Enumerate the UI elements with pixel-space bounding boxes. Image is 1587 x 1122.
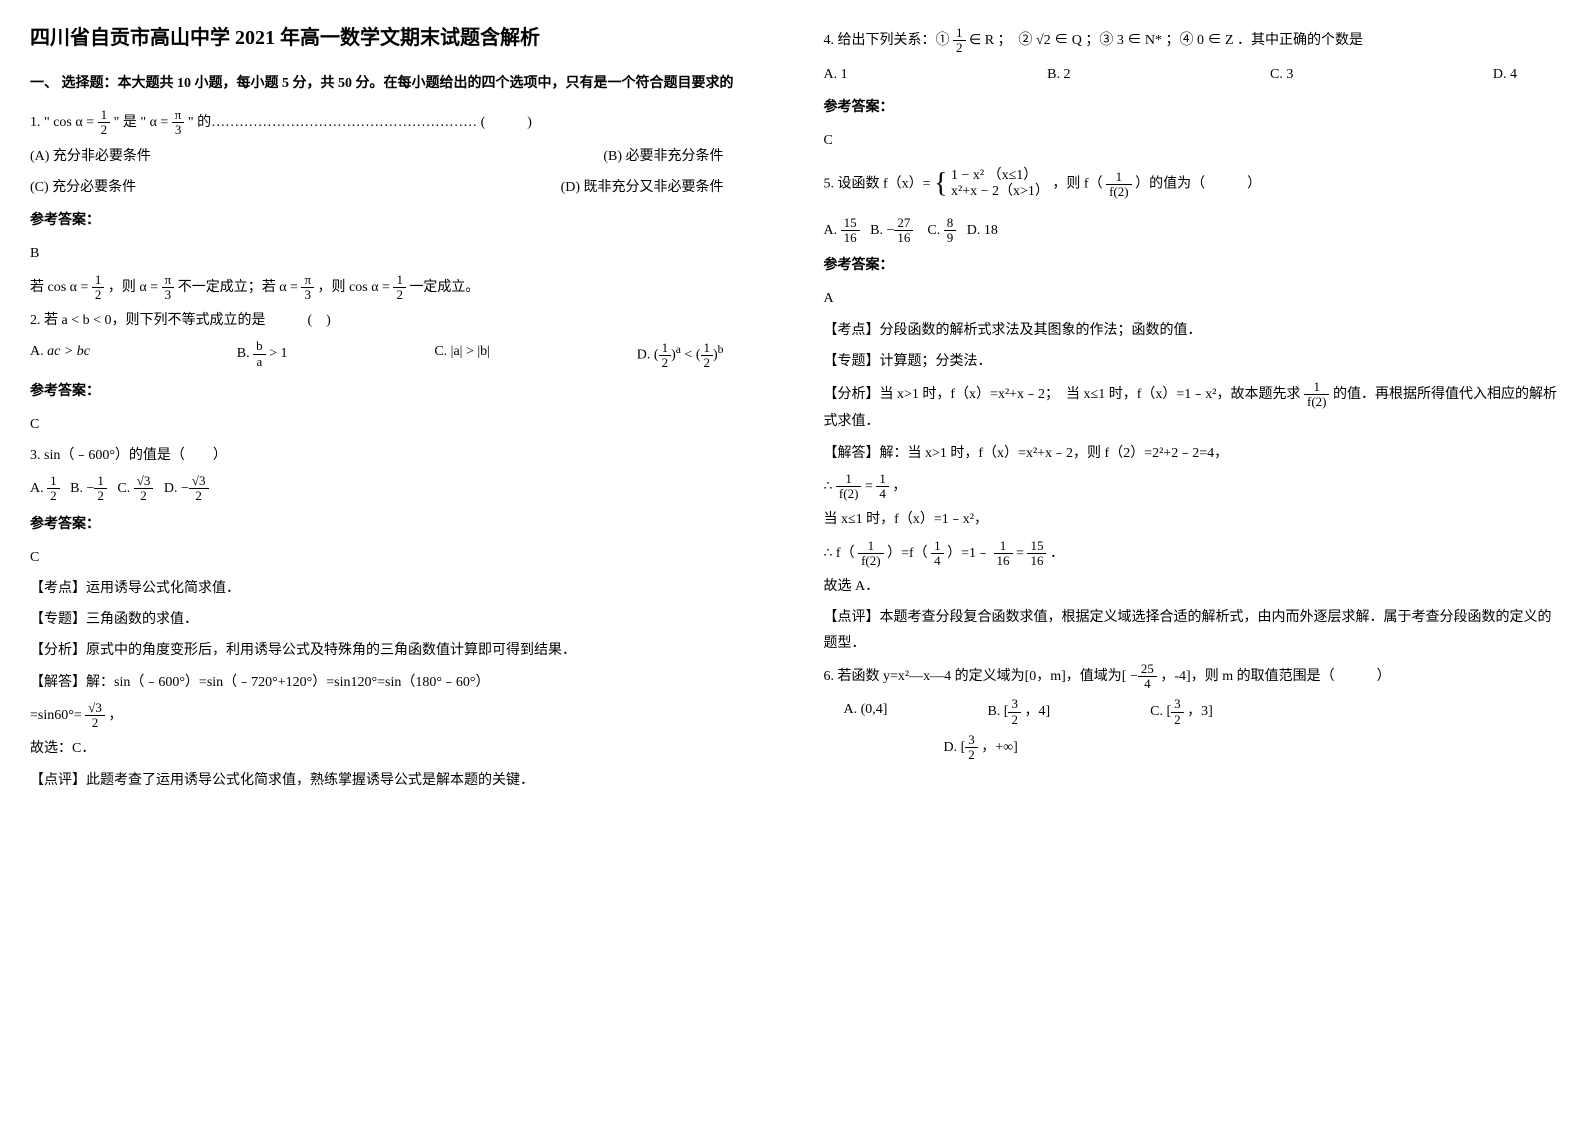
q6-opts-row2: D. [32 ，+∞] xyxy=(944,733,1558,763)
q6-optA: A. (0,4] xyxy=(844,697,888,727)
right-column: 4. 给出下列关系：① 12 ∈ R ； ② √2 ∈ Q ；③ 3 ∈ N* … xyxy=(794,0,1587,819)
q1-text: 1. " xyxy=(30,115,50,130)
q2-optD: D. (12)a < (12)b xyxy=(637,339,724,370)
q3-opts: A. 12 B. −12 C. √32 D. −√32 xyxy=(30,474,764,504)
q5-p8: 故选 A． xyxy=(824,574,1558,599)
q4-optC: C. 3 xyxy=(1270,62,1293,87)
q4-stem: 4. 给出下列关系：① 12 ∈ R ； ② √2 ∈ Q ；③ 3 ∈ N* … xyxy=(824,26,1558,56)
q6-optD: D. [32 ，+∞] xyxy=(944,740,1018,755)
answer-label: 参考答案： xyxy=(824,253,1558,278)
q5-answer: A xyxy=(824,286,1558,311)
q5-p1: 【考点】分段函数的解析式求法及其图象的作法；函数的值． xyxy=(824,318,1558,343)
q4-answer: C xyxy=(824,128,1558,153)
q3-stem: 3. sin（﹣600°）的值是（ ） xyxy=(30,443,764,468)
q5-p3: 【分析】当 x>1 时，f（x）=x²+x﹣2； 当 x≤1 时，f（x）=1﹣… xyxy=(824,380,1558,435)
answer-label: 参考答案： xyxy=(30,379,764,404)
q4-optD: D. 4 xyxy=(1493,62,1517,87)
q5-p9: 【点评】本题考查分段复合函数求值，根据定义域选择合适的解析式，由内而外逐层求解．… xyxy=(824,605,1558,655)
q4-opts: A. 1 B. 2 C. 3 D. 4 xyxy=(824,62,1558,87)
doc-title: 四川省自贡市高山中学 2021 年高一数学文期末试题含解析 xyxy=(30,20,764,56)
q2-optB: B. ba > 1 xyxy=(237,339,288,370)
q1-answer: B xyxy=(30,241,764,266)
q2-answer: C xyxy=(30,412,764,437)
left-column: 四川省自贡市高山中学 2021 年高一数学文期末试题含解析 一、 选择题：本大题… xyxy=(0,0,794,819)
q1-sol: 若 cos α = 12 ，则 α = π3 不一定成立；若 α = π3 ，则… xyxy=(30,273,764,303)
q5-p4: 【解答】解：当 x>1 时，f（x）=x²+x﹣2，则 f（2）=2²+2﹣2=… xyxy=(824,441,1558,466)
q2-optA: A. ac > bc xyxy=(30,339,90,370)
q6-opts-row1: A. (0,4] B. [32 ，4] C. [32 ，3] xyxy=(824,697,1558,727)
q3-p5: =sin60°= √32 ， xyxy=(30,701,764,731)
q1-opts-row2: (C) 充分必要条件 (D) 既非充分又非必要条件 xyxy=(30,175,764,200)
q2-stem: 2. 若 a < b < 0，则下列不等式成立的是 ( ) xyxy=(30,308,764,333)
answer-label: 参考答案： xyxy=(30,208,764,233)
q3-p2: 【专题】三角函数的求值． xyxy=(30,607,764,632)
q1-optC: (C) 充分必要条件 xyxy=(30,175,136,200)
answer-label: 参考答案： xyxy=(824,95,1558,120)
q3-p7: 【点评】此题考查了运用诱导公式化简求值，熟练掌握诱导公式是解本题的关键． xyxy=(30,768,764,793)
q4-optA: A. 1 xyxy=(824,62,848,87)
q3-p1: 【考点】运用诱导公式化简求值． xyxy=(30,576,764,601)
q6-stem: 6. 若函数 y=x²—x—4 的定义域为[0，m]，值域为[ −254 ，-4… xyxy=(824,662,1558,692)
q5-p5: ∴ 1f(2) = 14 ， xyxy=(824,472,1558,502)
q3-p6: 故选：C． xyxy=(30,736,764,761)
q6-optB: B. [32 ，4] xyxy=(987,697,1050,727)
q5-stem: 5. 设函数 f（x）= { 1 − x² （x≤1） x²+x − 2（x>1… xyxy=(824,159,1558,209)
q5-p7: ∴ f（ 1f(2) ）=f（ 14 ）=1﹣ 116 = 1516 ． xyxy=(824,539,1558,569)
q5-p6: 当 x≤1 时，f（x）=1﹣x²， xyxy=(824,507,1558,532)
q1-opts-row1: (A) 充分非必要条件 (B) 必要非充分条件 xyxy=(30,144,764,169)
q5-opts: A. 1516 B. −2716 C. 89 D. 18 xyxy=(824,216,1558,246)
section-header: 一、 选择题：本大题共 10 小题，每小题 5 分，共 50 分。在每小题给出的… xyxy=(30,71,764,96)
q3-answer: C xyxy=(30,545,764,570)
q6-optC: C. [32 ，3] xyxy=(1150,697,1213,727)
q4-optB: B. 2 xyxy=(1047,62,1070,87)
q1-optA: (A) 充分非必要条件 xyxy=(30,144,151,169)
q3-p3: 【分析】原式中的角度变形后，利用诱导公式及特殊角的三角函数值计算即可得到结果． xyxy=(30,638,764,663)
q2-optC: C. |a| > |b| xyxy=(434,339,490,370)
q1-optD: (D) 既非充分又非必要条件 xyxy=(561,175,724,200)
q1-optB: (B) 必要非充分条件 xyxy=(603,144,723,169)
q5-p2: 【专题】计算题；分类法． xyxy=(824,349,1558,374)
q2-opts: A. ac > bc B. ba > 1 C. |a| > |b| D. (12… xyxy=(30,339,764,370)
q1-stem: 1. " cos α = 12 " 是 " α = π3 " 的……………………… xyxy=(30,108,764,138)
q3-p4: 【解答】解：sin（﹣600°）=sin（﹣720°+120°）=sin120°… xyxy=(30,670,764,695)
answer-label: 参考答案： xyxy=(30,512,764,537)
